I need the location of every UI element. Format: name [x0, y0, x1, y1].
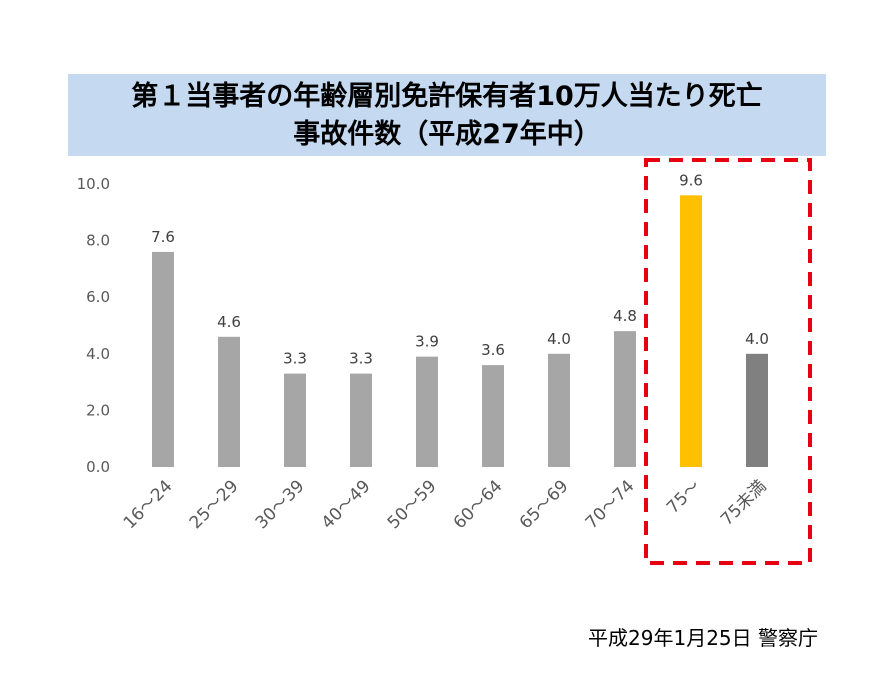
chart-title: 第１当事者の年齢層別免許保有者10万人当たり死亡 事故件数（平成27年中） [68, 74, 826, 156]
y-tick-label: 10.0 [77, 175, 110, 193]
data-label: 4.0 [745, 330, 769, 348]
x-tick-label: 16～24 [120, 476, 177, 533]
bar [482, 365, 504, 467]
bar [746, 353, 768, 467]
bar [350, 373, 372, 467]
y-tick-label: 2.0 [86, 401, 110, 419]
data-label: 4.0 [547, 330, 571, 348]
y-tick-label: 6.0 [86, 288, 110, 306]
highlight-box [644, 158, 812, 565]
data-label: 9.6 [679, 171, 703, 189]
chart-title-line-1: 第１当事者の年齢層別免許保有者10万人当たり死亡 [131, 81, 763, 112]
x-tick-label: 40～49 [318, 476, 375, 533]
x-tick-label: 75未満 [717, 476, 770, 529]
data-label: 4.8 [613, 307, 637, 325]
x-tick-label: 30～39 [252, 476, 309, 533]
y-tick-label: 8.0 [86, 232, 110, 250]
bar [218, 336, 240, 467]
bar [548, 353, 570, 467]
bar [152, 251, 174, 467]
bar [416, 356, 438, 467]
x-tick-label: 70～74 [582, 476, 639, 533]
y-tick-label: 0.0 [86, 458, 110, 476]
data-label: 3.6 [481, 341, 505, 359]
data-label: 3.3 [283, 350, 307, 368]
x-tick-label: 60～64 [450, 476, 507, 533]
bar [284, 373, 306, 467]
bar [680, 195, 702, 467]
data-label: 3.3 [349, 350, 373, 368]
data-label: 7.6 [151, 228, 175, 246]
y-tick-label: 4.0 [86, 345, 110, 363]
x-tick-label: 25～29 [186, 476, 243, 533]
data-label: 3.9 [415, 333, 439, 351]
data-label: 4.6 [217, 313, 241, 331]
source-note: 平成29年1月25日 警察庁 [588, 626, 818, 650]
x-tick-label: 65～69 [516, 476, 573, 533]
chart-title-line-2: 事故件数（平成27年中） [293, 119, 601, 150]
x-tick-label: 75～ [663, 476, 704, 517]
bar [614, 331, 636, 467]
x-tick-label: 50～59 [384, 476, 441, 533]
